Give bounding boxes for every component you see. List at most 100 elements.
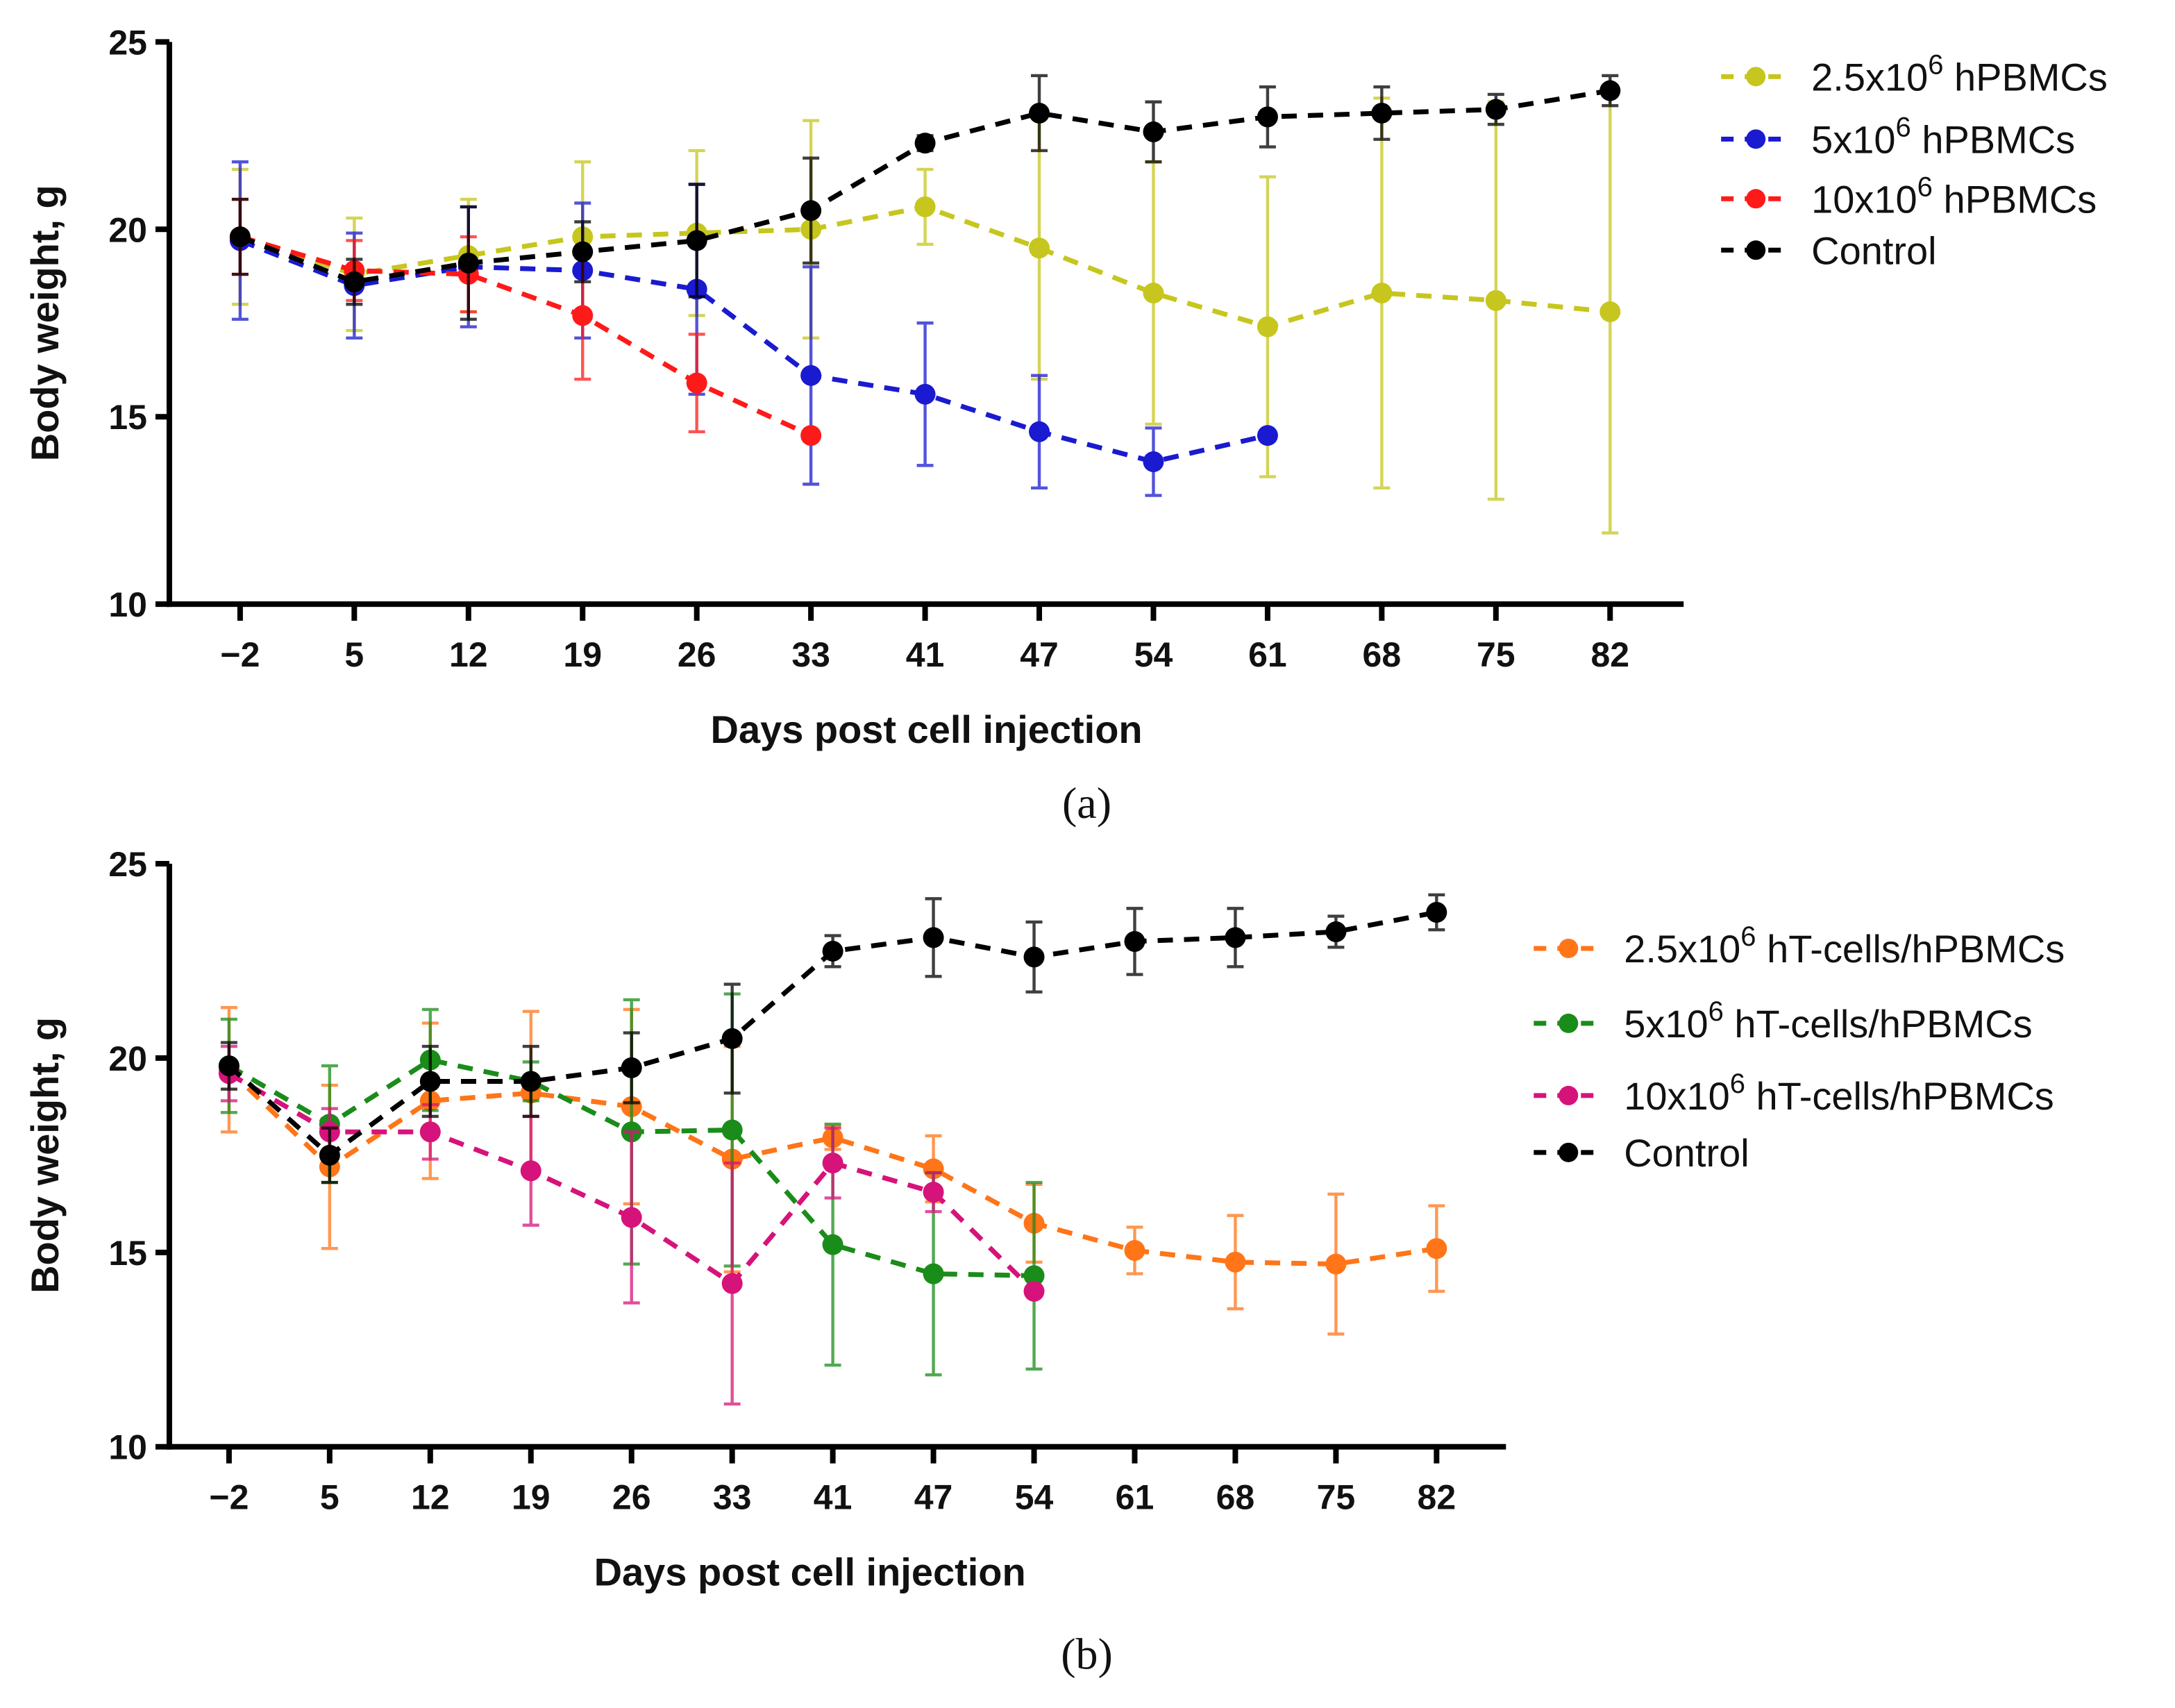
data-point xyxy=(419,1121,441,1143)
data-point xyxy=(914,196,936,217)
legend-suffix: hT-cells/hPBMCs xyxy=(1745,1074,2054,1118)
data-point xyxy=(822,940,843,962)
legend-marker xyxy=(1559,1085,1579,1105)
legend-exponent: 6 xyxy=(1708,996,1724,1027)
data-point xyxy=(1023,946,1045,968)
y-axis-label: Body weight, g xyxy=(23,1017,67,1293)
legend-item: 5x106 hT-cells/hPBMCs xyxy=(1534,996,2033,1046)
y-tick-label: 20 xyxy=(108,210,147,249)
x-tick-label: 19 xyxy=(563,635,602,674)
x-tick-label: 61 xyxy=(1248,635,1287,674)
data-point xyxy=(914,383,936,405)
series-line xyxy=(239,234,812,438)
x-tick-label: 54 xyxy=(1015,1478,1054,1517)
legend-exponent: 6 xyxy=(1928,49,1943,80)
legend-exponent: 6 xyxy=(1730,1069,1745,1099)
data-point xyxy=(1325,921,1347,942)
data-point xyxy=(686,230,707,251)
x-tick-label: 33 xyxy=(713,1478,752,1517)
x-tick-label: 75 xyxy=(1317,1478,1356,1517)
data-point xyxy=(800,200,822,221)
x-tick-label: 68 xyxy=(1363,635,1402,674)
chart-panel-a: 10 15 20 25 −2 5 12 19 26 33 41 47 54 61 68 75 82 Days po… xyxy=(23,23,2108,828)
x-tick-label: 82 xyxy=(1418,1478,1456,1517)
x-tick-label: 41 xyxy=(814,1478,853,1517)
data-point xyxy=(800,365,822,386)
legend-exponent: 6 xyxy=(1917,171,1933,202)
series-1 xyxy=(229,160,1278,497)
legend-item: Control xyxy=(1721,228,1937,272)
panel-label: (b) xyxy=(1061,1630,1113,1679)
legend-label: 2.5x106 hT-cells/hPBMCs xyxy=(1624,921,2065,971)
legend-name: 10x10 xyxy=(1624,1074,1729,1118)
data-point xyxy=(686,372,707,394)
legend-marker xyxy=(1746,129,1766,149)
legend-name: 5x10 xyxy=(1811,117,1895,161)
legend-item: 2.5x106 hT-cells/hPBMCs xyxy=(1534,921,2065,971)
x-tick-label: 75 xyxy=(1477,635,1515,674)
legend-item: 10x106 hT-cells/hPBMCs xyxy=(1534,1069,2054,1118)
legend-name: Control xyxy=(1624,1131,1749,1175)
x-tick-label: 26 xyxy=(678,635,716,674)
data-point xyxy=(1599,301,1621,323)
data-point xyxy=(1029,102,1050,124)
legend-name: Control xyxy=(1811,228,1936,272)
data-point xyxy=(1124,1240,1145,1262)
legend-marker xyxy=(1746,240,1766,260)
data-point xyxy=(229,226,251,248)
legend-label: 10x106 hT-cells/hPBMCs xyxy=(1624,1069,2054,1118)
legend-suffix: hT-cells/hPBMCs xyxy=(1756,927,2065,971)
legend-item: 5x106 hPBMCs xyxy=(1721,112,2075,161)
x-tick-label: 41 xyxy=(906,635,945,674)
legend-suffix: hPBMCs xyxy=(1943,55,2107,99)
legend-suffix: hPBMCs xyxy=(1911,117,2075,161)
legend-suffix: hT-cells/hPBMCs xyxy=(1724,1002,2033,1046)
x-tick-label: −2 xyxy=(209,1478,249,1517)
legend-name: 2.5x10 xyxy=(1811,55,1928,99)
legend-marker xyxy=(1559,1013,1579,1033)
legend-marker xyxy=(1559,938,1579,958)
data-point xyxy=(721,1028,743,1049)
x-tick-label: −2 xyxy=(220,635,260,674)
data-point xyxy=(1143,283,1164,304)
data-point xyxy=(1143,121,1164,142)
data-point xyxy=(1257,316,1278,337)
x-tick-label: 12 xyxy=(449,635,488,674)
data-point xyxy=(1023,1265,1045,1287)
data-point xyxy=(1485,290,1506,311)
data-point xyxy=(621,1207,642,1228)
legend-item: 2.5x106 hPBMCs xyxy=(1721,49,2108,99)
data-point xyxy=(218,1055,240,1077)
legend-exponent: 6 xyxy=(1740,921,1756,952)
y-axis-label: Body weight, g xyxy=(23,185,67,461)
data-point xyxy=(721,1119,743,1141)
y-tick-label: 20 xyxy=(108,1039,147,1078)
x-tick-label: 82 xyxy=(1590,635,1629,674)
x-tick-label: 19 xyxy=(512,1478,551,1517)
series-3 xyxy=(229,74,1621,321)
data-point xyxy=(923,1182,944,1203)
data-point xyxy=(1023,1280,1045,1302)
x-tick-label: 61 xyxy=(1116,1478,1154,1517)
data-point xyxy=(822,1153,843,1174)
data-point xyxy=(1029,421,1050,442)
legend-label: 5x106 hPBMCs xyxy=(1811,112,2075,161)
x-axis-label: Days post cell injection xyxy=(594,1550,1026,1594)
data-point xyxy=(1143,451,1164,472)
data-point xyxy=(914,133,936,154)
data-point xyxy=(344,271,365,292)
x-axis-label: Days post cell injection xyxy=(711,708,1143,751)
data-point xyxy=(621,1057,642,1078)
y-tick-label: 15 xyxy=(108,398,147,437)
series-3 xyxy=(218,893,1447,1184)
y-tick-label: 25 xyxy=(108,23,147,62)
x-tick-label: 33 xyxy=(791,635,830,674)
data-point xyxy=(572,305,594,326)
x-tick-label: 12 xyxy=(411,1478,450,1517)
data-point xyxy=(1426,901,1447,923)
legend-marker xyxy=(1746,67,1766,87)
legend-item: Control xyxy=(1534,1131,1749,1175)
chart-panel-b: 10 15 20 25 −2 5 12 19 26 33 41 47 54 61 68 75 82 Days po… xyxy=(23,845,2065,1679)
data-point xyxy=(457,252,479,274)
